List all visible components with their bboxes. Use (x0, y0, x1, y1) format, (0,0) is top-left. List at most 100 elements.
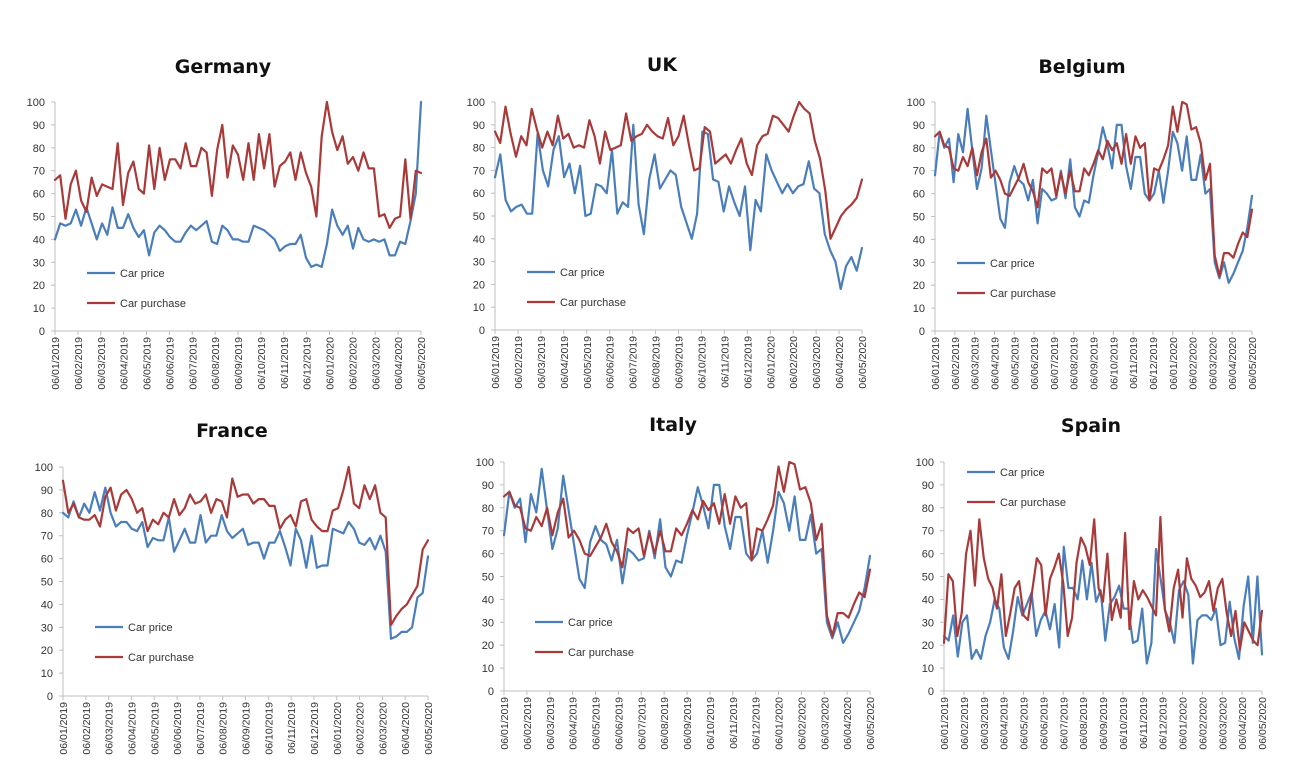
y-tick-label: 60 (473, 188, 485, 200)
x-tick-label: 06/03/2020 (811, 336, 823, 389)
x-tick-label: 06/04/2020 (400, 702, 412, 755)
y-tick-label: 50 (482, 572, 494, 584)
x-tick-label: 06/07/2019 (187, 337, 199, 390)
y-tick-label: 100 (467, 97, 485, 109)
x-tick-label: 06/04/2019 (126, 702, 138, 755)
x-tick-label: 06/02/2019 (959, 697, 971, 750)
x-tick-label: 06/05/2020 (423, 702, 435, 755)
x-tick-label: 06/04/2019 (559, 336, 571, 389)
x-tick-label: 06/09/2019 (674, 336, 686, 389)
x-tick-label: 06/08/2019 (1078, 697, 1090, 750)
chart-title: Germany (175, 56, 272, 78)
x-tick-label: 06/03/2020 (1207, 337, 1219, 390)
y-tick-label: 50 (33, 212, 45, 224)
series-line-car-price (502, 467, 872, 645)
x-tick-label: 06/03/2019 (545, 697, 557, 750)
series-line-car-price (53, 100, 423, 268)
y-tick-label: 20 (33, 280, 45, 292)
y-tick-label: 30 (922, 617, 934, 629)
y-tick-label: 40 (473, 234, 485, 246)
series-line-car-purchase (61, 465, 430, 627)
x-tick-label: 06/09/2019 (233, 337, 245, 390)
x-tick-label: 06/04/2020 (1237, 697, 1249, 750)
y-tick-label: 10 (33, 303, 45, 315)
y-tick-label: 40 (33, 234, 45, 246)
x-tick-label: 06/05/2019 (149, 702, 161, 755)
x-tick-label: 06/10/2019 (1108, 337, 1120, 390)
legend-label: Car price (990, 258, 1035, 270)
y-tick-label: 80 (473, 143, 485, 155)
y-tick-label: 30 (33, 257, 45, 269)
x-tick-label: 06/10/2019 (696, 336, 708, 389)
x-tick-label: 06/07/2019 (1058, 697, 1070, 750)
x-tick-label: 06/04/2020 (393, 337, 405, 390)
series-line-car-purchase (502, 460, 872, 638)
x-tick-label: 06/05/2019 (591, 697, 603, 750)
x-tick-label: 06/06/2019 (613, 697, 625, 750)
y-tick-label: 60 (913, 189, 925, 201)
legend-label: Car purchase (120, 298, 186, 310)
y-tick-label: 0 (479, 325, 485, 337)
x-tick-label: 06/01/2019 (50, 337, 62, 390)
x-tick-label: 06/04/2019 (568, 697, 580, 750)
series-line-car-purchase (493, 100, 864, 240)
x-tick-label: 06/03/2019 (970, 337, 982, 390)
y-tick-label: 60 (33, 189, 45, 201)
y-tick-label: 40 (41, 599, 53, 611)
y-tick-label: 10 (922, 663, 934, 675)
x-tick-label: 06/05/2019 (582, 336, 594, 389)
legend-label: Car purchase (990, 288, 1056, 300)
y-tick-label: 90 (41, 485, 53, 497)
legend-label: Car purchase (128, 652, 194, 664)
y-tick-label: 50 (41, 577, 53, 589)
x-tick-label: 06/01/2019 (490, 336, 502, 389)
y-tick-label: 90 (913, 120, 925, 132)
chart-title: UK (647, 54, 678, 76)
x-tick-label: 06/10/2019 (705, 697, 717, 750)
x-tick-label: 06/01/2020 (325, 337, 337, 390)
x-tick-label: 06/08/2019 (1069, 337, 1081, 390)
x-tick-label: 06/04/2020 (834, 336, 846, 389)
y-tick-label: 0 (39, 326, 45, 338)
x-tick-label: 06/02/2020 (1188, 337, 1200, 390)
x-tick-label: 06/10/2019 (1118, 697, 1130, 750)
y-tick-label: 90 (33, 120, 45, 132)
x-tick-label: 06/02/2020 (347, 337, 359, 390)
y-tick-label: 30 (41, 622, 53, 634)
x-tick-label: 06/09/2019 (1089, 337, 1101, 390)
x-tick-label: 06/02/2020 (796, 697, 808, 750)
x-tick-label: 06/03/2020 (819, 697, 831, 750)
chart-panel-belgium: Belgium 0 10 20 30 40 50 60 70 80 90 100 06/01/2019 0… (907, 56, 1259, 390)
x-tick-label: 06/11/2019 (728, 697, 740, 749)
x-tick-label: 06/06/2019 (164, 337, 176, 390)
series-line-car-price (61, 486, 430, 640)
y-tick-label: 10 (41, 668, 53, 680)
y-tick-label: 70 (913, 166, 925, 178)
x-tick-label: 06/02/2019 (513, 336, 525, 389)
x-tick-label: 06/01/2019 (939, 697, 951, 750)
y-tick-label: 30 (473, 257, 485, 269)
y-tick-label: 10 (913, 303, 925, 315)
y-tick-label: 100 (27, 97, 45, 109)
legend-label: Car price (1000, 467, 1045, 479)
x-tick-label: 06/05/2019 (142, 337, 154, 390)
chart-panel-germany: Germany 0 10 20 30 40 50 60 70 80 90 100 06/01/2019 0… (27, 56, 428, 390)
x-tick-label: 06/12/2019 (302, 337, 314, 390)
y-tick-label: 70 (482, 526, 494, 538)
x-tick-label: 06/02/2019 (522, 697, 534, 750)
x-tick-label: 06/01/2020 (774, 697, 786, 750)
y-tick-label: 80 (913, 143, 925, 155)
legend-label: Car purchase (568, 647, 634, 659)
x-tick-label: 06/09/2019 (241, 702, 253, 755)
x-tick-label: 06/03/2020 (1217, 697, 1229, 750)
y-tick-label: 50 (922, 572, 934, 584)
x-tick-label: 06/05/2020 (865, 697, 877, 750)
chart-panel-italy: Italy 0 10 20 30 40 50 60 70 80 90 100 06/01/2019 06/… (476, 414, 877, 750)
legend-label: Car price (120, 268, 165, 280)
x-tick-label: 06/03/2020 (377, 702, 389, 755)
y-tick-label: 40 (913, 234, 925, 246)
x-tick-label: 06/04/2019 (119, 337, 131, 390)
x-tick-label: 06/10/2019 (256, 337, 268, 390)
x-tick-label: 06/12/2019 (751, 697, 763, 750)
x-tick-label: 06/11/2019 (1128, 337, 1140, 389)
